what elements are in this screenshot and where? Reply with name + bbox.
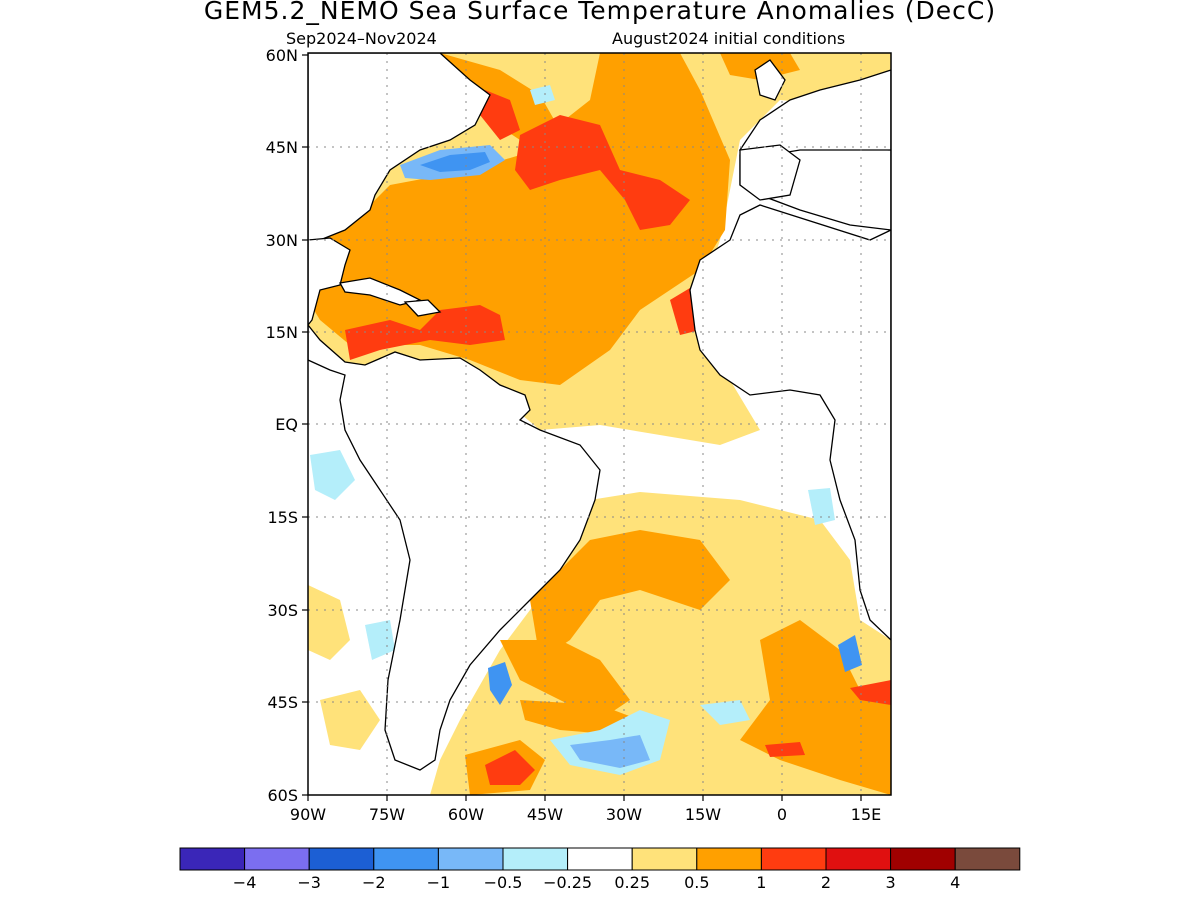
colorbar-label: −0.5 (484, 873, 523, 892)
lon-label: 45W (527, 805, 563, 824)
anomaly-region-cyan-labrador (530, 85, 555, 105)
lat-label: 45N (266, 138, 298, 157)
colorbar-swatch (437, 847, 504, 871)
colorbar-swatch (890, 847, 956, 871)
anomaly-region-newfoundland-red (480, 90, 520, 140)
anomaly-region-north-atlantic-red (515, 115, 690, 230)
lon-label: 15W (685, 805, 721, 824)
colorbar-swatch (825, 847, 892, 871)
colorbar-swatch (696, 847, 762, 871)
colorbar-label: 3 (886, 873, 896, 892)
anomaly-region-cyan-4 (700, 700, 750, 725)
colorbar-label: 1 (756, 873, 766, 892)
anomaly-region-far-south-red (485, 750, 535, 785)
lat-label: EQ (275, 415, 298, 434)
lon-label: 75W (369, 805, 405, 824)
lat-label: 15N (266, 323, 298, 342)
colorbar-swatch (631, 847, 698, 871)
europe-land (738, 69, 891, 156)
graticule (308, 53, 891, 795)
colorbar-swatch (373, 847, 439, 871)
central-america-land (308, 323, 601, 771)
colorbar-label: −3 (297, 873, 321, 892)
anomaly-region-falklands-blue (488, 662, 512, 705)
anomaly-region-south-atlantic-orange (530, 530, 730, 660)
forecast-period: Sep2024–Nov2024 (286, 29, 437, 48)
tick-marks (302, 54, 862, 801)
anomaly-region-cyan-2 (365, 620, 395, 660)
colorbar-label: 2 (821, 873, 831, 892)
anomaly-region-south-atlantic-blue (570, 735, 650, 768)
colorbar-swatch (567, 847, 633, 871)
uk-island (754, 59, 786, 101)
colorbar-swatch (760, 847, 827, 871)
colorbar-label: 0.25 (614, 873, 650, 892)
lon-label: 60W (448, 805, 484, 824)
iberia-land (739, 144, 801, 201)
lat-label: 30N (266, 231, 298, 250)
colorbar: −4 −3 −2 −1 −0.5 −0.25 0.25 0.5 1 2 3 4 (179, 847, 1021, 892)
colorbar-label: −2 (362, 873, 386, 892)
colorbar-label: −1 (427, 873, 451, 892)
lat-label: 60S (267, 786, 298, 805)
anomaly-region-south-atlantic-orange-2 (500, 640, 630, 720)
coastlines (308, 53, 891, 771)
lat-label: 45S (267, 693, 298, 712)
hispaniola-island (403, 299, 442, 317)
lat-label: 60N (266, 46, 298, 65)
colorbar-label: 0.5 (684, 873, 709, 892)
anomaly-region-southeast-red (850, 680, 891, 705)
latitude-labels: 60N 45N 30N 15N EQ 15S 30S 45S 60S (266, 46, 298, 805)
anomaly-region-se-pacific-cyan (310, 450, 355, 500)
lon-label: 30W (606, 805, 642, 824)
anomaly-field (308, 53, 891, 795)
colorbar-swatch (502, 847, 569, 871)
lon-label: 0 (777, 805, 787, 824)
anomaly-region-se-pacific-light (308, 585, 350, 660)
colorbar-swatch (244, 847, 310, 871)
anomaly-region-se-blue (838, 635, 862, 672)
lon-label: 15E (851, 805, 881, 824)
initial-conditions: August2024 initial conditions (612, 29, 846, 48)
colorbar-swatch (954, 847, 1021, 871)
lat-label: 30S (267, 601, 298, 620)
gulf-coast-land (308, 237, 351, 327)
anomaly-region-gulf-maine-blue-dark (420, 152, 490, 172)
lon-label: 90W (290, 805, 326, 824)
longitude-labels: 90W 75W 60W 45W 30W 15W 0 15E (290, 805, 881, 824)
map-title: GEM5.2_NEMO Sea Surface Temperature Anom… (203, 0, 997, 25)
colorbar-label: −0.25 (543, 873, 592, 892)
colorbar-swatch (308, 847, 375, 871)
colorbar-label: 4 (950, 873, 960, 892)
anomaly-region-south-patch-light (320, 690, 380, 750)
anomaly-region-south-red-streak (765, 742, 805, 757)
lat-label: 15S (267, 508, 298, 527)
anomaly-region-cyan-3 (808, 488, 835, 525)
colorbar-label: −4 (233, 873, 257, 892)
colorbar-swatch (179, 847, 246, 871)
anomaly-region-caribbean-red (345, 305, 505, 360)
